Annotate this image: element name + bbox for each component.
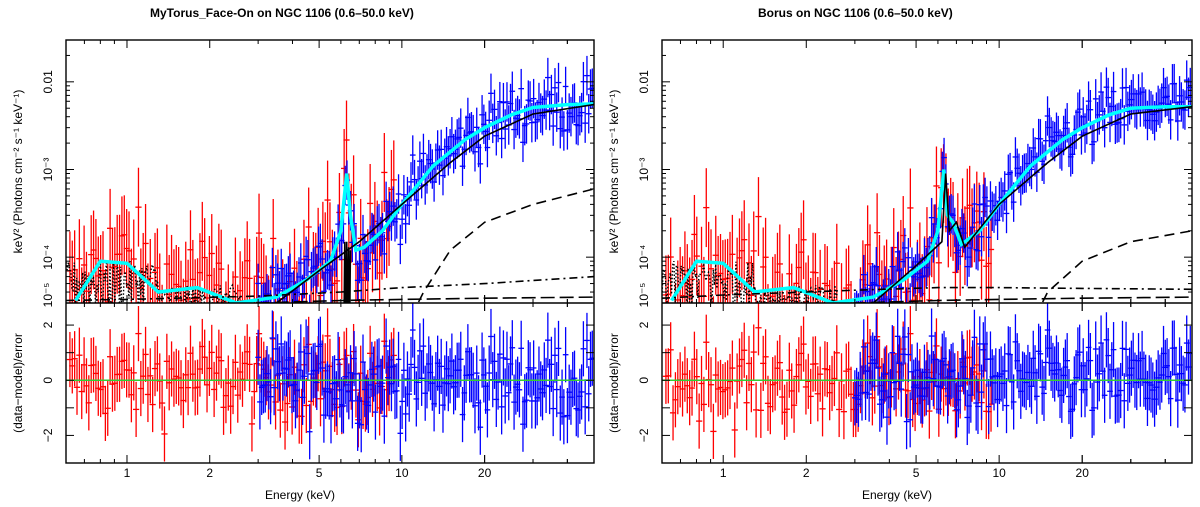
model-component-line (343, 241, 352, 303)
x-tick-label: 5 (913, 466, 920, 480)
model-component-line (417, 188, 594, 303)
y-tick-label: 10⁻⁵ (41, 283, 55, 308)
total-model-line (670, 104, 1192, 303)
lower-y-axis-label: (data−model)/error (11, 333, 25, 433)
lower-plot-area (662, 303, 1192, 460)
x-tick-label: 2 (206, 466, 213, 480)
x-tick-label: 1 (720, 466, 727, 480)
panel-left: 1 2 5 10 20 Energy (keV) 10⁻⁵ 10⁻⁴ 10⁻³ 0.01 −2 0 2 k… (11, 39, 595, 502)
x-ticks (65, 40, 595, 463)
x-ticks (661, 40, 1193, 463)
x-tick-label: 20 (478, 466, 492, 480)
y-tick-label: 0.01 (637, 70, 651, 94)
thermal-component (66, 261, 242, 303)
chart-title-left: MyTorus_Face-On on NGC 1106 (0.6–50.0 ke… (150, 6, 414, 20)
y-tick-label: −2 (637, 428, 651, 442)
y-tick-label: 2 (41, 321, 55, 328)
panel-right: 1 2 5 10 20 Energy (keV) 10⁻⁵ 10⁻⁴ 10⁻³ 0.01 −2 0 2 k… (607, 39, 1193, 502)
y-tick-label: 0.01 (41, 70, 55, 94)
x-tick-label: 1 (124, 466, 131, 480)
y-tick-label: −2 (41, 428, 55, 442)
upper-y-axis-label: keV² (Photons cm⁻² s⁻¹ keV⁻¹) (607, 90, 621, 254)
x-tick-label: 5 (316, 466, 323, 480)
plot-frame (661, 39, 1193, 464)
y-tick-label: 2 (637, 321, 651, 328)
chart-title-right: Borus on NGC 1106 (0.6–50.0 keV) (758, 6, 953, 20)
lower-y-axis-label: (data−model)/error (607, 333, 621, 433)
upper-plot-area (66, 55, 594, 303)
y-tick-label: 10⁻⁵ (637, 283, 651, 308)
model-component-line (1041, 230, 1192, 303)
x-axis-label: Energy (keV) (265, 488, 335, 502)
y-tick-label: 10⁻⁴ (637, 245, 651, 270)
model-component-line (275, 103, 594, 303)
x-tick-label: 20 (1076, 466, 1090, 480)
y-tick-label: 0 (637, 377, 651, 384)
x-tick-label: 2 (803, 466, 810, 480)
plot-frame (65, 39, 595, 464)
model-component-line (872, 105, 1192, 303)
y-tick-label: 0 (41, 377, 55, 384)
soft-band-data (662, 144, 995, 303)
y-ticks (66, 39, 594, 436)
x-axis-label: Energy (keV) (862, 488, 932, 502)
upper-plot-area (662, 60, 1192, 303)
y-tick-label: 10⁻³ (637, 158, 651, 182)
x-tick-label: 10 (992, 466, 1006, 480)
y-tick-label: 10⁻⁴ (41, 245, 55, 270)
y-tick-label: 10⁻³ (41, 158, 55, 182)
y-ticks (662, 39, 1192, 436)
hard-band-residuals (852, 303, 1192, 450)
x-tick-label: 10 (395, 466, 409, 480)
upper-y-axis-label: keV² (Photons cm⁻² s⁻¹ keV⁻¹) (11, 90, 25, 254)
lower-plot-area (66, 303, 594, 462)
thermal-curve (66, 261, 242, 303)
total-model-line (74, 102, 594, 303)
